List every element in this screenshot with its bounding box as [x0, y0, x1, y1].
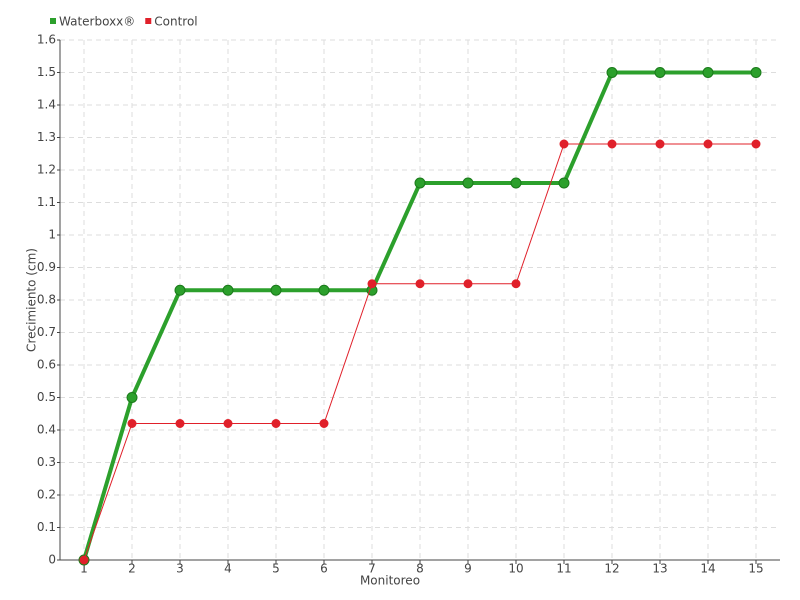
- data-point: [463, 279, 473, 289]
- data-point: [655, 139, 665, 149]
- x-tick-label: 7: [368, 562, 376, 576]
- data-point: [654, 67, 666, 78]
- legend-swatch: [50, 18, 56, 24]
- data-point: [79, 555, 89, 565]
- y-tick-label: 1.2: [37, 163, 56, 177]
- data-point: [511, 279, 521, 289]
- x-tick-label: 1: [80, 562, 88, 576]
- data-point: [703, 139, 713, 149]
- data-point: [271, 419, 281, 428]
- data-point: [415, 279, 425, 289]
- y-tick-label: 1.3: [37, 130, 56, 144]
- x-tick-label: 4: [224, 562, 232, 576]
- y-tick-label: 0.4: [37, 423, 56, 437]
- data-point: [702, 67, 714, 78]
- data-point: [318, 284, 330, 296]
- x-tick-label: 12: [604, 562, 619, 576]
- y-tick-label: 1.1: [37, 195, 56, 209]
- data-point: [414, 177, 426, 189]
- data-point: [367, 279, 377, 289]
- x-axis-label: Monitoreo: [360, 574, 420, 588]
- x-tick-label: 5: [272, 562, 280, 576]
- x-tick-label: 15: [748, 562, 763, 576]
- x-tick-label: 13: [652, 562, 667, 576]
- x-tick-label: 14: [700, 562, 715, 576]
- x-tick-label: 6: [320, 562, 328, 576]
- x-tick-label: 2: [128, 562, 136, 576]
- data-point: [222, 284, 234, 296]
- data-point: [559, 139, 569, 149]
- data-point: [174, 284, 186, 296]
- data-point: [751, 139, 761, 149]
- data-point: [750, 67, 762, 78]
- y-axis-label: Crecimiento (cm): [25, 248, 39, 352]
- y-tick-label: 1.5: [37, 65, 56, 79]
- legend-label: Waterboxx®: [59, 15, 135, 29]
- x-tick-label: 3: [176, 562, 184, 576]
- y-tick-label: 0.8: [37, 293, 56, 307]
- data-point: [607, 139, 617, 149]
- y-tick-label: 0.5: [37, 390, 56, 404]
- data-point: [462, 177, 474, 189]
- y-tick-label: 0.1: [37, 520, 56, 534]
- data-point: [223, 419, 233, 428]
- y-tick-label: 0: [48, 553, 56, 567]
- legend-label: Control: [154, 15, 197, 29]
- y-tick-label: 0.7: [37, 325, 56, 339]
- y-tick-label: 0.2: [37, 488, 56, 502]
- data-point: [127, 419, 137, 428]
- data-point: [606, 67, 618, 78]
- x-tick-label: 8: [416, 562, 424, 576]
- y-tick-label: 1.6: [37, 33, 56, 47]
- series-line: [82, 70, 756, 561]
- x-tick-label: 11: [556, 562, 571, 576]
- data-point: [270, 284, 282, 296]
- y-tick-label: 0.6: [37, 358, 56, 372]
- legend-swatch: [145, 18, 152, 24]
- y-tick-label: 0.3: [37, 455, 56, 469]
- y-tick-label: 1.4: [37, 98, 56, 112]
- x-tick-label: 9: [464, 562, 472, 576]
- y-tick-label: 0.9: [37, 260, 56, 274]
- data-point: [558, 177, 570, 189]
- x-tick-label: 10: [508, 562, 523, 576]
- y-tick-label: 1: [48, 228, 56, 242]
- data-point: [510, 177, 522, 189]
- data-point: [126, 392, 138, 403]
- data-point: [319, 419, 329, 428]
- data-point: [175, 419, 185, 428]
